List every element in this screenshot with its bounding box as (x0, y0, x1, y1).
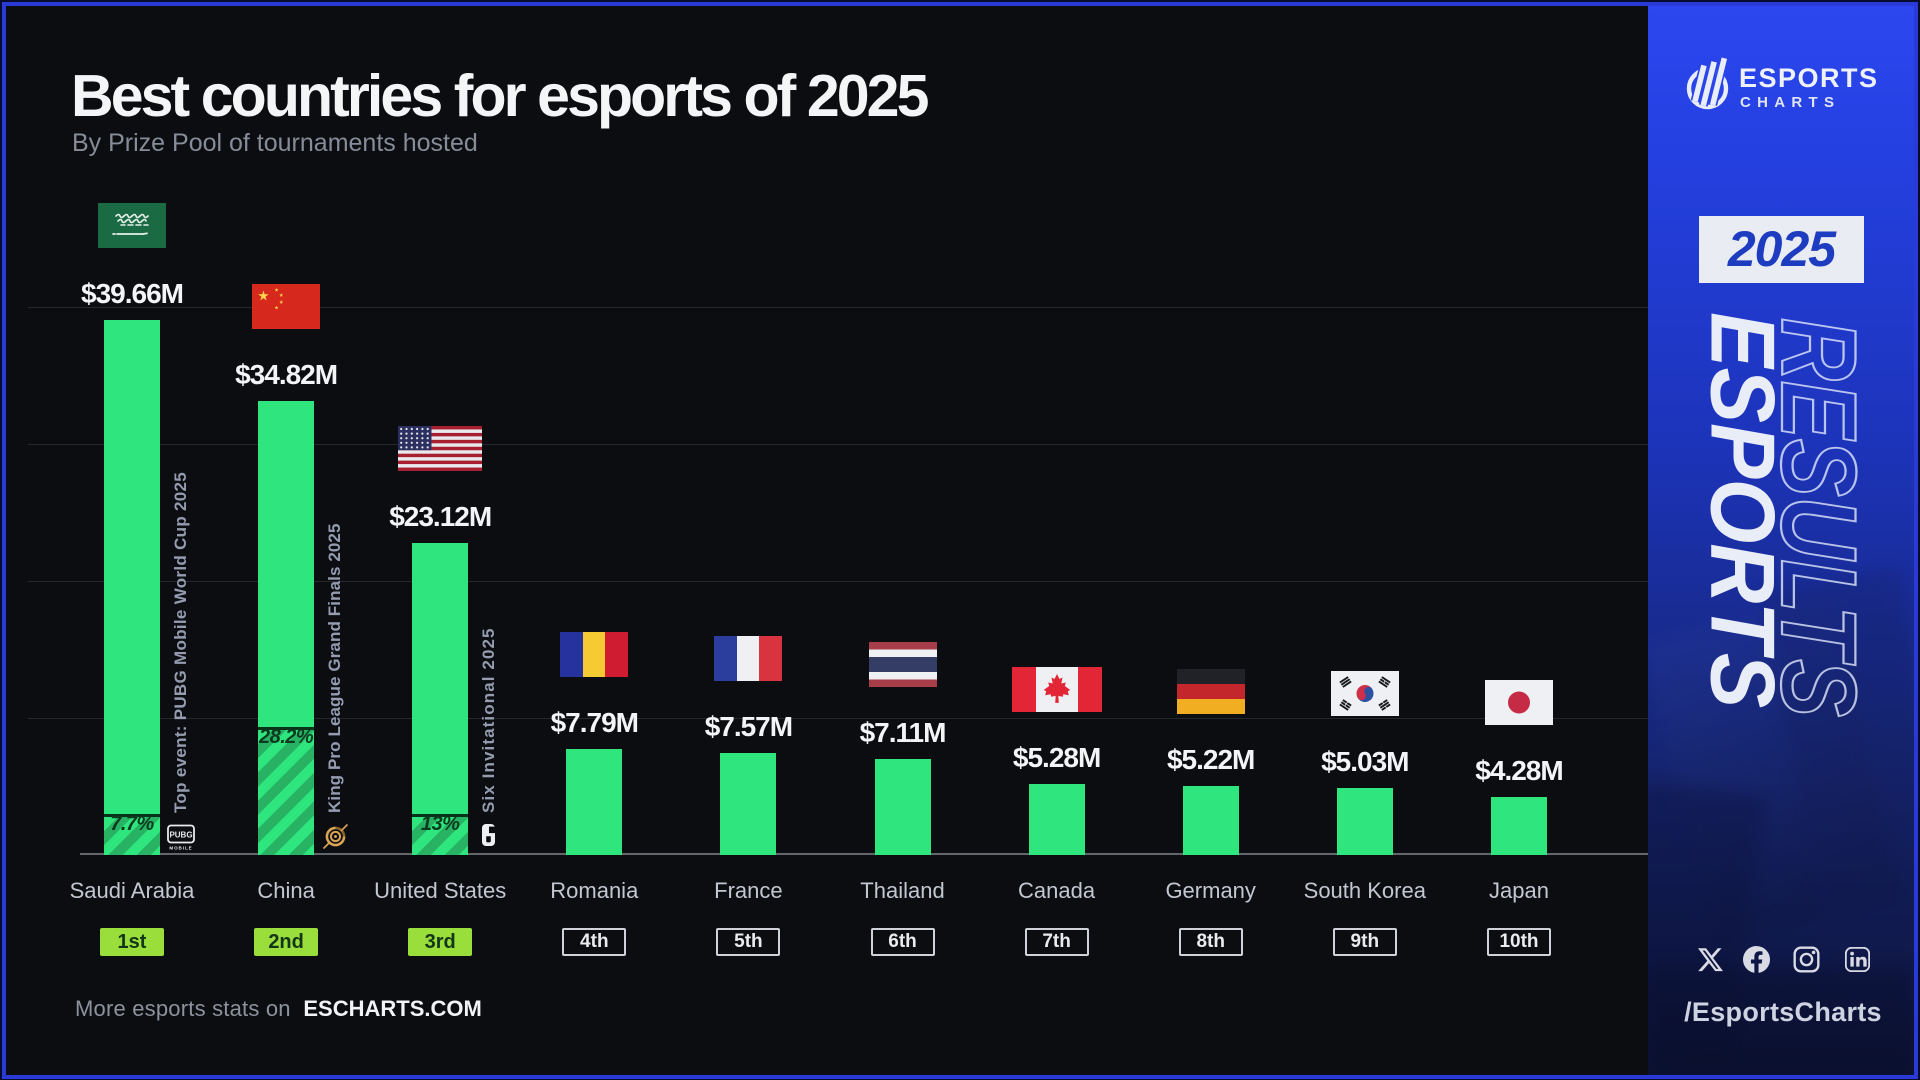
svg-text:MOBILE: MOBILE (169, 846, 192, 851)
svg-text:PUBG: PUBG (169, 831, 192, 840)
